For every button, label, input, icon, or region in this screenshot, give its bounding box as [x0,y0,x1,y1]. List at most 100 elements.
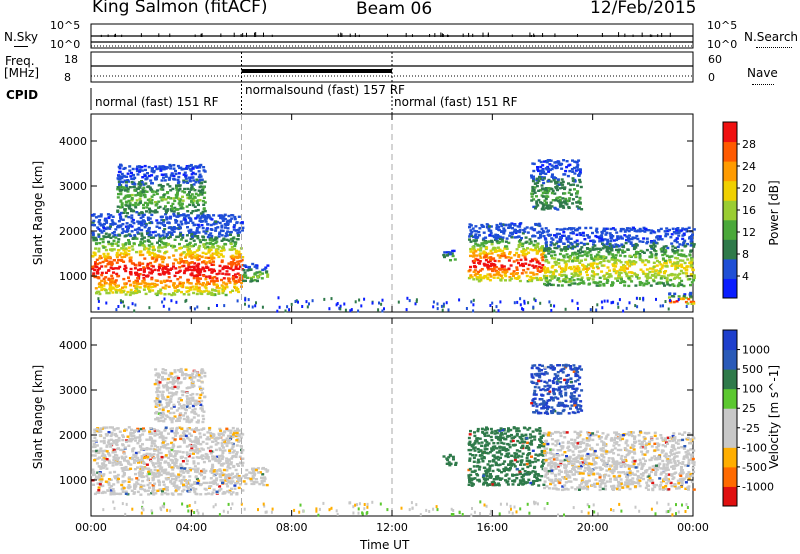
echo-cell [193,439,197,442]
echo-cell [496,276,500,279]
echo-cell [551,275,555,279]
speckle-cell [284,309,287,313]
echo-cell [593,273,597,276]
echo-cell [684,244,688,247]
echo-cell [193,274,197,278]
echo-cell [654,256,658,260]
echo-cell [652,265,656,269]
echo-cell [186,187,190,191]
echo-cell [150,195,154,198]
echo-cell [139,483,143,487]
echo-cell [196,235,200,238]
echo-cell [657,272,661,275]
echo-cell [224,232,228,235]
echo-cell [596,258,599,261]
echo-cell [231,433,235,436]
echo-cell [618,259,622,262]
echo-cell [178,276,182,279]
echo-cell [188,282,192,285]
echo-cell [118,253,122,257]
echo-cell [556,284,560,287]
echo-cell [111,426,114,429]
speckle-cell [618,298,621,302]
echo-cell [139,194,143,198]
echo-cell [190,235,194,238]
echo-cell [502,252,506,255]
echo-cell [165,263,169,266]
echo-cell [139,221,143,225]
echo-cell [226,441,230,445]
echo-cell [147,226,151,230]
echo-cell [176,261,180,264]
speckle-cell [635,296,638,300]
echo-cell [182,173,186,176]
echo-cell [138,168,142,171]
echo-cell [616,279,620,282]
echo-cell [231,214,235,217]
echo-cell [218,436,222,439]
echo-cell [138,474,142,478]
echo-cell [690,281,694,284]
echo-cell [124,266,128,270]
echo-cell [494,266,498,269]
echo-cell [236,238,240,241]
echo-cell [494,237,498,241]
echo-cell [692,276,696,279]
echo-cell [692,279,696,282]
echo-cell [582,242,586,246]
echo-cell [110,484,114,488]
echo-cell [228,231,232,234]
echo-cell [176,191,179,194]
echo-cell [169,453,173,456]
echo-cell [209,431,213,435]
echo-cell [489,275,493,278]
echo-cell [240,221,244,224]
echo-cell [123,459,126,462]
echo-cell [246,269,250,272]
echo-cell [140,211,144,214]
echo-cell [645,237,649,240]
echo-cell [129,291,133,294]
echo-cell [545,204,549,207]
echo-cell [527,251,531,254]
echo-cell [689,261,693,264]
echo-cell [221,449,225,452]
echo-cell [450,252,454,255]
echo-cell [186,196,190,200]
echo-cell [233,241,237,244]
echo-cell [632,260,636,263]
echo-cell [179,220,183,223]
echo-cell [93,268,97,272]
echo-cell [188,268,192,271]
echo-cell [497,259,501,263]
echo-cell [130,489,134,492]
echo-cell [222,468,226,472]
echo-cell [133,176,137,180]
echo-cell [166,191,170,195]
echo-cell [149,268,153,271]
echo-cell [150,252,154,255]
echo-cell [253,265,257,268]
echo-cell [98,473,101,477]
echo-cell [164,486,168,489]
echo-cell [121,434,125,437]
echo-cell [500,268,504,271]
echo-cell [164,477,168,480]
echo-cell [120,455,124,458]
echo-cell [544,238,548,241]
echo-cell [229,267,233,270]
echo-cell [119,180,123,183]
echo-cell [238,455,242,458]
echo-cell [220,457,224,461]
echo-cell [239,436,243,439]
echo-cell [678,297,682,301]
echo-cell [550,175,554,178]
echo-cell [124,254,128,257]
echo-cell [263,268,267,271]
echo-cell [150,198,154,202]
echo-cell [223,218,227,221]
echo-cell [160,185,164,189]
echo-cell [93,253,97,257]
echo-cell [176,164,180,168]
echo-cell [137,226,141,230]
